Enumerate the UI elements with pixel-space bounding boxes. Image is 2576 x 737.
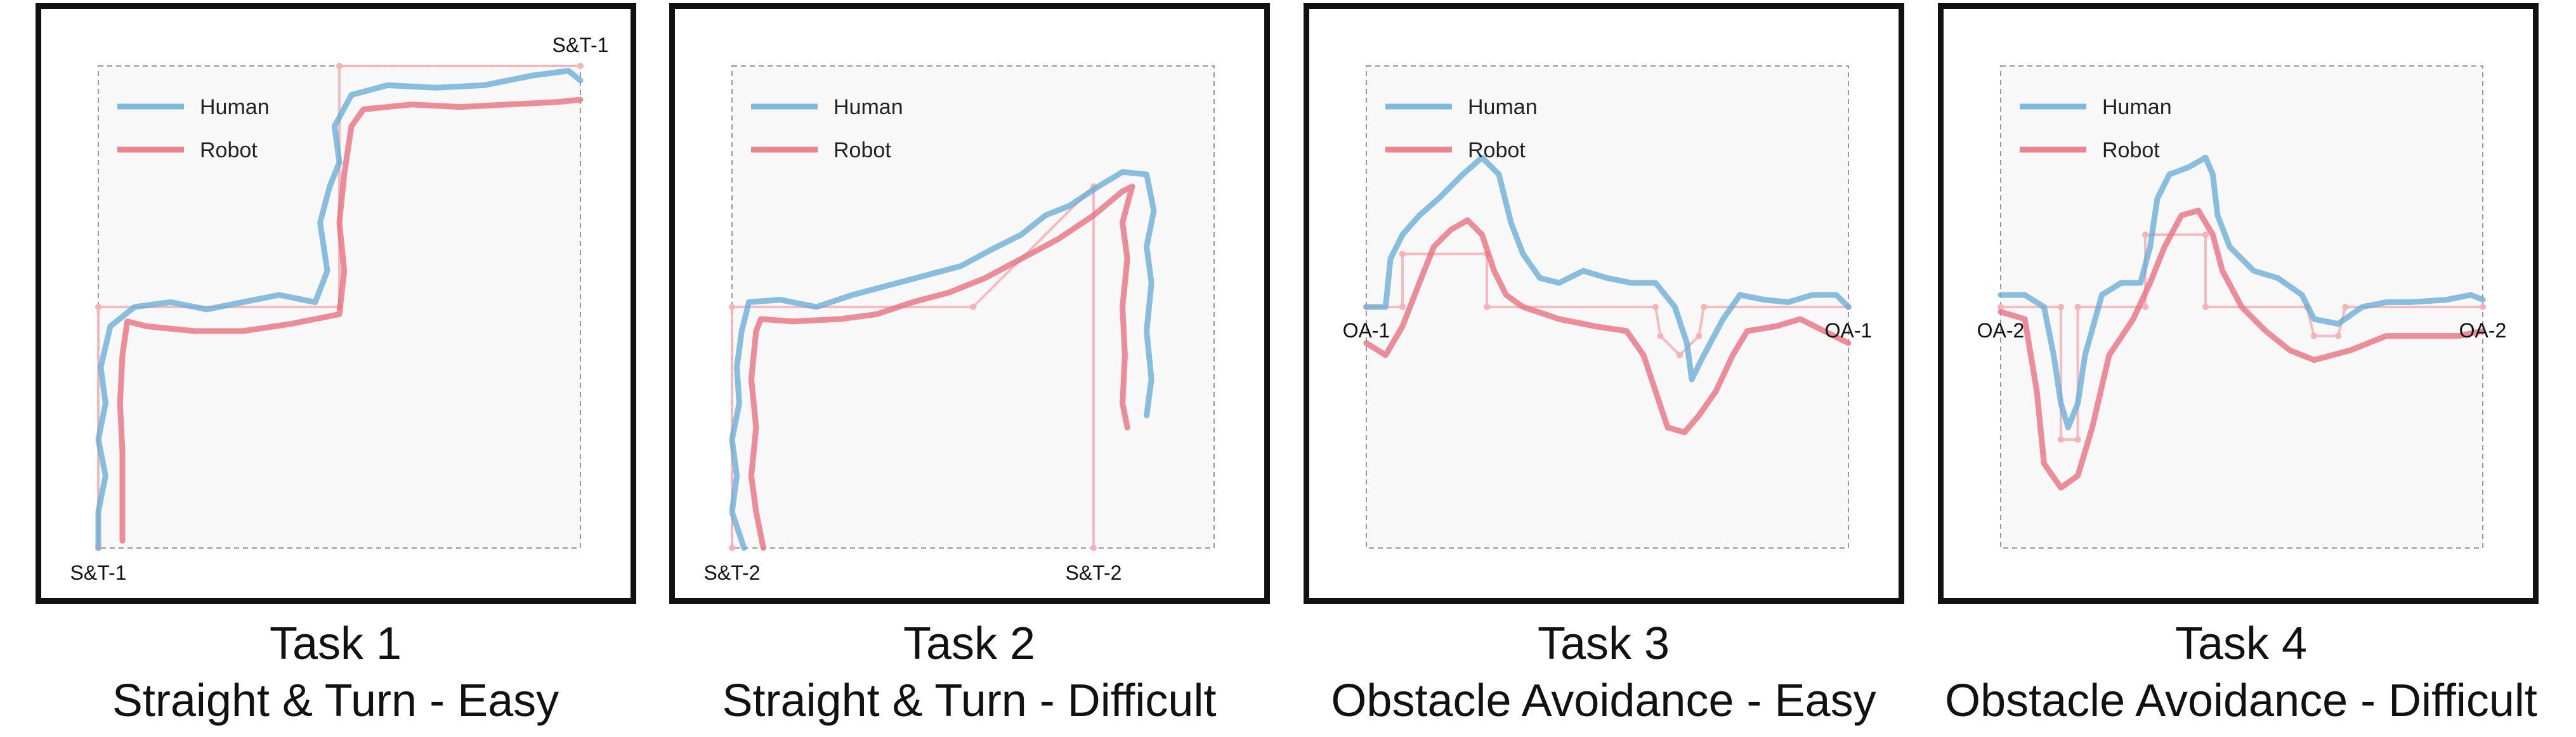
legend-label-robot: Robot (2102, 138, 2160, 162)
legend-label-robot: Robot (200, 138, 258, 162)
task-4-title: Task 4 (2174, 618, 2308, 669)
reference-waypoint (970, 304, 976, 310)
reference-waypoint (1696, 332, 1703, 339)
reference-waypoint (2142, 304, 2148, 310)
task-1-title: Task 1 (269, 618, 402, 669)
reference-waypoint (1399, 251, 1406, 258)
task-2-plot: Human Robot S&T-2 S&T-2 (704, 65, 1215, 584)
reference-waypoint (1701, 304, 1707, 310)
legend-label-robot: Robot (834, 138, 891, 162)
reference-waypoint (1652, 304, 1659, 310)
task-3-caption: Task 3 Obstacle Avoidance - Easy (1286, 615, 1921, 729)
reference-waypoint (2202, 304, 2209, 310)
reference-waypoint (2058, 304, 2064, 310)
end-label: OA-1 (1825, 319, 1873, 342)
task-2-panel: Human Robot S&T-2 S&T-2 (669, 3, 1270, 604)
legend: Human Robot (2020, 95, 2172, 162)
task-4-subtitle: Obstacle Avoidance - Difficult (1945, 675, 2537, 726)
reference-waypoint (2342, 304, 2349, 310)
end-label: S&T-1 (552, 34, 609, 56)
robot-trajectory (1363, 217, 1852, 436)
task-3-subtitle: Obstacle Avoidance - Easy (1331, 675, 1876, 726)
human-trajectory (1363, 154, 1852, 382)
task-4-caption: Task 4 Obstacle Avoidance - Difficult (1924, 615, 2558, 729)
reference-waypoint (2202, 232, 2209, 238)
reference-waypoint (1657, 332, 1664, 339)
reference-waypoint (1090, 545, 1097, 551)
reference-waypoint (2074, 304, 2081, 310)
task-2-subtitle: Straight & Turn - Difficult (722, 675, 1217, 726)
task-1-subtitle: Straight & Turn - Easy (112, 675, 559, 726)
reference-waypoint (2058, 436, 2064, 443)
reference-waypoint (336, 63, 343, 69)
task-2-caption: Task 2 Straight & Turn - Difficult (652, 615, 1286, 729)
reference-waypoint (2480, 304, 2486, 310)
legend: Human Robot (117, 95, 270, 162)
reference-waypoint (1399, 304, 1406, 310)
task-1-plot: Human Robot S&T-1 S&T-1 (70, 34, 609, 584)
reference-waypoint (729, 545, 735, 551)
reference-waypoint (2335, 332, 2341, 339)
end-label: OA-2 (2459, 319, 2507, 342)
reference-waypoint (577, 63, 584, 69)
reference-waypoint (1997, 304, 2004, 310)
task-1-panel: Human Robot S&T-1 S&T-1 (36, 3, 636, 604)
task-2-title: Task 2 (903, 618, 1036, 669)
reference-waypoint (1484, 304, 1490, 310)
legend-label-human: Human (200, 95, 270, 119)
human-trajectory (1997, 154, 2486, 431)
task-4-panel: Human Robot OA-2 OA-2 (1938, 3, 2539, 604)
task-1-caption: Task 1 Straight & Turn - Easy (18, 615, 653, 729)
task-4-plot: Human Robot OA-2 OA-2 (1977, 65, 2507, 549)
legend-label-human: Human (834, 95, 903, 119)
reference-waypoint (1677, 352, 1683, 358)
legend-label-robot: Robot (1468, 138, 1526, 162)
robot-trajectory (117, 96, 584, 544)
reference-waypoint (2142, 232, 2148, 238)
human-trajectory (729, 169, 1157, 551)
task-3-title: Task 3 (1537, 618, 1670, 669)
end-label: S&T-2 (1066, 561, 1122, 584)
legend: Human Robot (1385, 95, 1538, 162)
robot-trajectory (1997, 207, 2486, 491)
legend: Human Robot (751, 95, 903, 162)
start-label: S&T-2 (704, 561, 761, 584)
task-3-panel: Human Robot OA-1 OA-1 (1304, 3, 1904, 604)
reference-waypoint (2074, 436, 2081, 443)
legend-label-human: Human (2102, 95, 2172, 119)
legend-label-human: Human (1468, 95, 1538, 119)
reference-waypoint (95, 304, 101, 310)
reference-waypoint (2311, 332, 2317, 339)
robot-trajectory (748, 183, 1135, 551)
task-3-plot: Human Robot OA-1 OA-1 (1343, 65, 1873, 549)
start-label: OA-2 (1977, 319, 2025, 342)
human-trajectory (95, 68, 584, 551)
start-label: S&T-1 (70, 561, 127, 584)
start-label: OA-1 (1343, 319, 1390, 342)
reference-waypoint (729, 304, 735, 310)
